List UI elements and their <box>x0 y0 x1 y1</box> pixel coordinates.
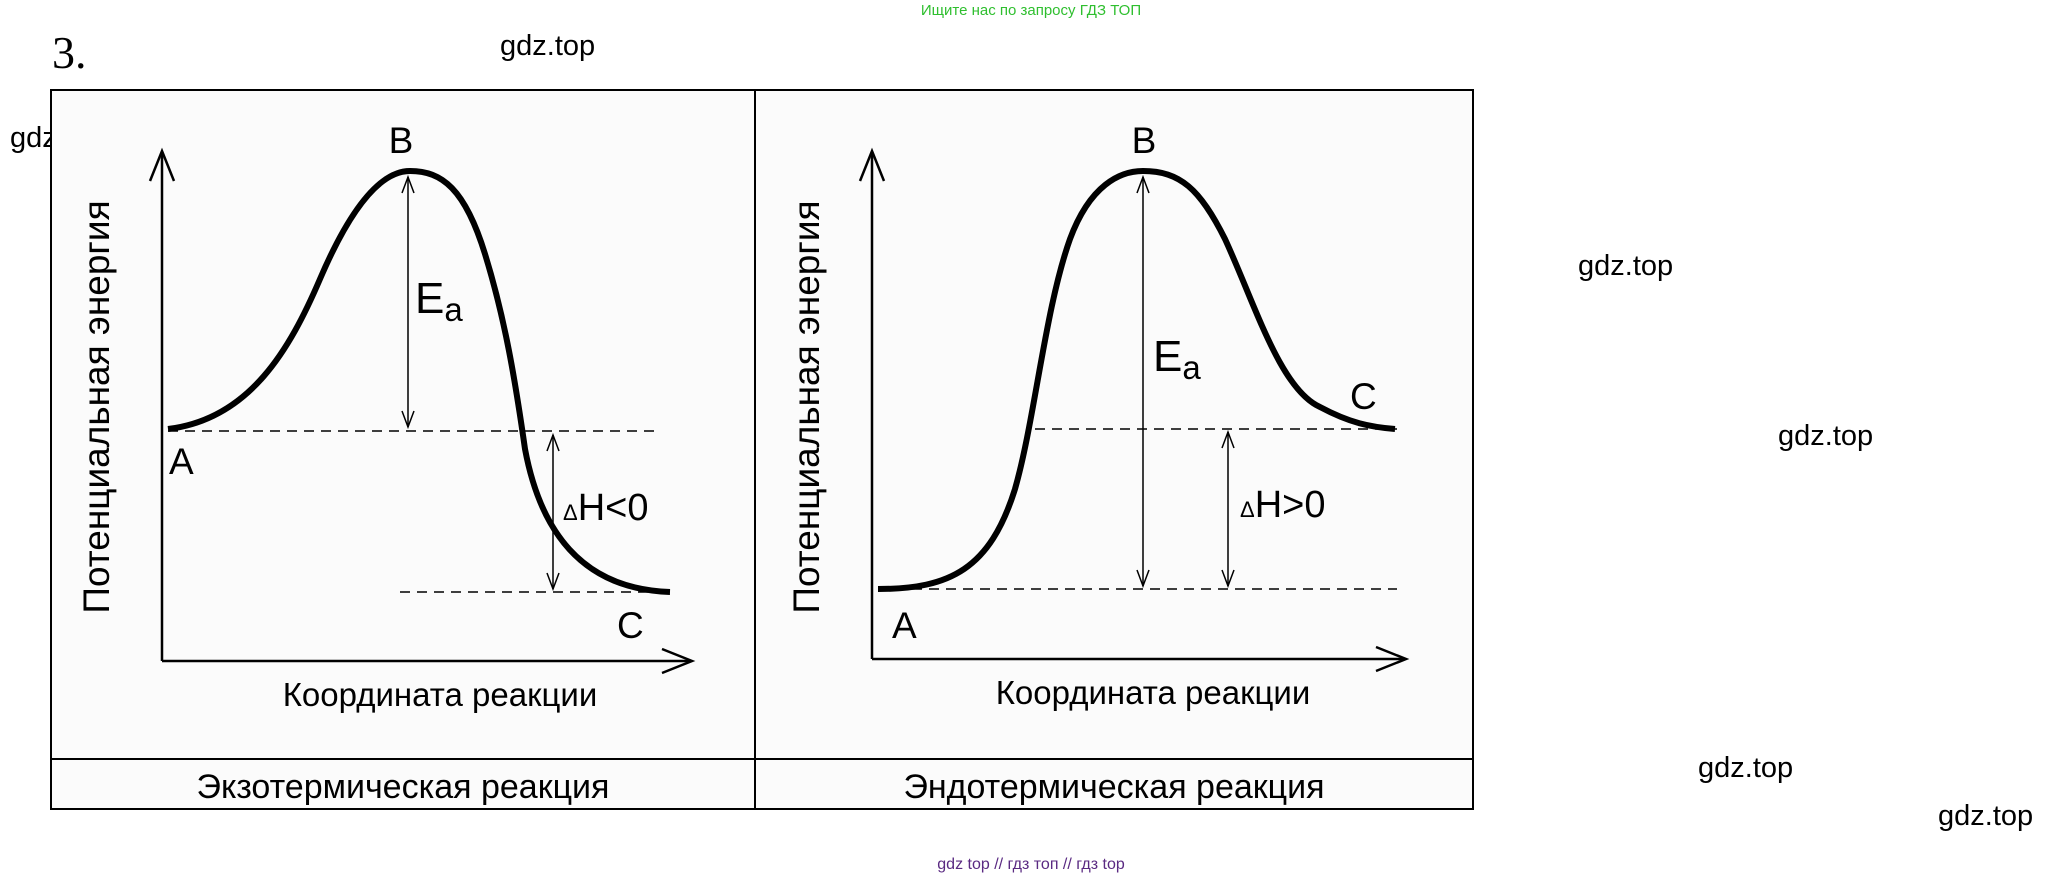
dh-delta-symbol: Δ <box>563 500 578 525</box>
dh-label-text: H>0 <box>1255 484 1326 526</box>
dh-arrowhead-top <box>546 432 560 452</box>
y-axis-label: Потенциальная энергия <box>786 200 827 613</box>
panel-endothermic: Потенциальная энергия Координата реакции… <box>786 120 1410 806</box>
ea-label: Ea <box>1153 332 1201 386</box>
search-hint-banner: Ищите нас по запросу ГДЗ ТОП <box>920 2 1142 19</box>
ea-label-main: E <box>415 274 444 323</box>
watermark: gdz.top <box>1778 420 1874 452</box>
energy-diagram-svg: Потенциальная энергия Координата реакции… <box>50 89 1474 810</box>
panel-caption: Экзотермическая реакция <box>197 768 610 806</box>
ea-label: Ea <box>415 274 463 328</box>
ea-label-subscript: a <box>444 291 463 328</box>
ea-arrowhead-bottom <box>401 410 415 430</box>
watermark: gdz.top <box>1938 800 2034 832</box>
point-c-label: C <box>1350 376 1377 417</box>
watermark: gdz.top <box>1578 250 1674 282</box>
dh-arrowhead-top <box>1221 429 1235 449</box>
dh-label-text: H<0 <box>578 487 649 529</box>
point-c-label: C <box>617 605 644 646</box>
point-b-label: B <box>1132 120 1157 161</box>
watermark: gdz.top <box>500 30 596 62</box>
x-axis-label: Координата реакции <box>283 676 598 713</box>
dh-label: ΔH<0 <box>563 487 648 529</box>
x-axis-arrowhead <box>1375 645 1410 673</box>
x-axis-label: Координата реакции <box>996 674 1311 711</box>
dh-label: ΔH>0 <box>1240 484 1325 526</box>
ea-arrowhead-top <box>1136 174 1150 194</box>
dh-delta-symbol: Δ <box>1240 497 1255 522</box>
dh-arrowhead-bottom <box>546 572 560 592</box>
watermark: gdz.top <box>1698 752 1794 784</box>
energy-curve <box>877 167 1396 592</box>
point-a-label: A <box>169 441 194 482</box>
dh-arrowhead-bottom <box>1221 569 1235 589</box>
footer-watermark: gdz top // гдз топ // гдз top <box>937 856 1125 873</box>
ea-arrowhead-bottom <box>1136 569 1150 589</box>
point-b-label: B <box>389 120 414 161</box>
task-number: 3. <box>52 27 87 78</box>
y-axis-arrowhead <box>148 147 176 182</box>
y-axis-arrowhead <box>858 147 886 182</box>
x-axis-arrowhead <box>661 647 696 675</box>
ea-label-subscript: a <box>1182 349 1201 386</box>
diagram-border <box>50 89 1474 810</box>
y-axis-label: Потенциальная энергия <box>76 200 117 613</box>
panel-exothermic: Потенциальная энергия Координата реакции… <box>76 120 696 806</box>
ea-arrowhead-top <box>401 174 415 194</box>
ea-label-main: E <box>1153 332 1182 381</box>
point-a-label: A <box>892 605 917 646</box>
energy-curve <box>167 167 671 595</box>
panel-caption: Эндотермическая реакция <box>903 768 1324 806</box>
energy-diagram: Потенциальная энергия Координата реакции… <box>50 89 1474 810</box>
